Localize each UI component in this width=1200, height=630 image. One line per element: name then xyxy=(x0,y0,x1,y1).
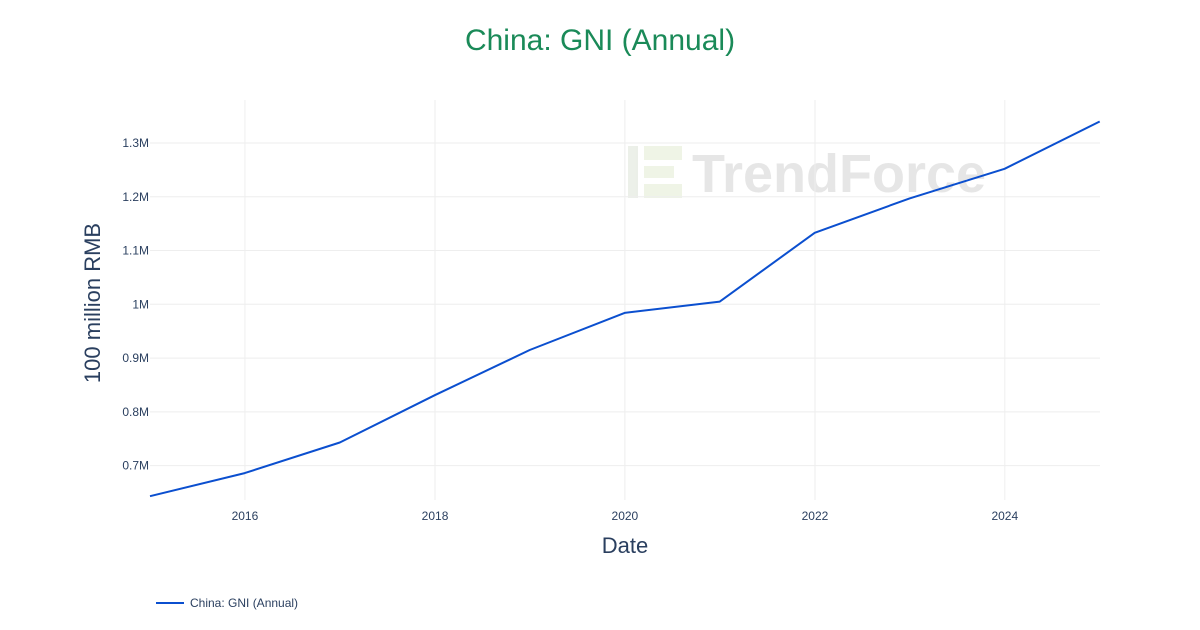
x-tick-label: 2020 xyxy=(612,509,639,523)
chart-title: China: GNI (Annual) xyxy=(465,24,735,57)
legend[interactable]: China: GNI (Annual) xyxy=(156,596,298,610)
y-tick-label: 1M xyxy=(132,297,149,311)
watermark-text: TrendForce xyxy=(692,144,986,204)
legend-label: China: GNI (Annual) xyxy=(190,596,298,610)
series-line xyxy=(149,120,1101,498)
watermark-logo-bar-1 xyxy=(628,146,638,198)
y-tick-label: 1.2M xyxy=(122,190,149,204)
x-axis-title: Date xyxy=(602,533,648,558)
series-layer xyxy=(149,120,1101,498)
watermark-logo-bar-4 xyxy=(644,184,682,198)
trendforce-watermark: TrendForce xyxy=(628,144,986,204)
y-tick-label: 1.3M xyxy=(122,136,149,150)
x-axis-ticks: 2016 2018 2020 2022 2024 xyxy=(232,509,1019,523)
y-tick-label: 0.9M xyxy=(122,351,149,365)
y-tick-label: 0.7M xyxy=(122,459,149,473)
watermark-logo-bar-2 xyxy=(644,146,682,160)
y-tick-label: 0.8M xyxy=(122,405,149,419)
watermark-logo-bar-3 xyxy=(644,166,674,178)
x-tick-label: 2024 xyxy=(991,509,1018,523)
x-tick-label: 2022 xyxy=(802,509,829,523)
grid xyxy=(150,100,1100,500)
y-axis-ticks: 0.7M 0.8M 0.9M 1M 1.1M 1.2M 1.3M xyxy=(122,136,149,473)
x-tick-label: 2016 xyxy=(232,509,259,523)
y-tick-label: 1.1M xyxy=(122,244,149,258)
y-axis-title: 100 million RMB xyxy=(80,223,105,383)
x-tick-label: 2018 xyxy=(422,509,449,523)
